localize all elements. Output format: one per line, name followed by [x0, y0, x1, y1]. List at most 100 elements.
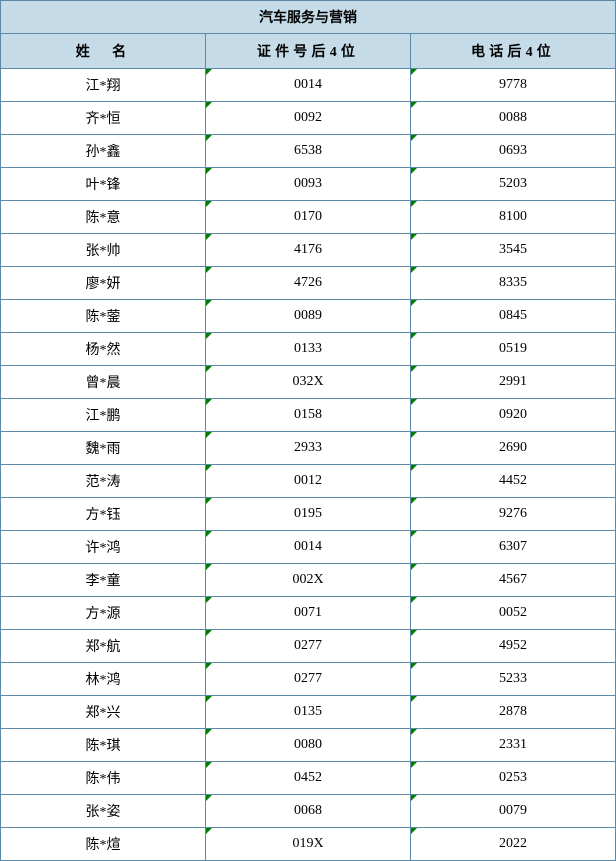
cell-phone: 2690 — [411, 432, 616, 465]
cell-id: 0068 — [206, 795, 411, 828]
cell-name: 郑*航 — [1, 630, 206, 663]
cell-phone: 3545 — [411, 234, 616, 267]
cell-name: 曾*晨 — [1, 366, 206, 399]
table-row: 林*鸿02775233 — [1, 663, 616, 696]
table-row: 陈*蓥00890845 — [1, 300, 616, 333]
cell-phone: 6307 — [411, 531, 616, 564]
table-body: 江*翔00149778齐*恒00920088孙*鑫65380693叶*锋0093… — [1, 69, 616, 861]
cell-name: 郑*兴 — [1, 696, 206, 729]
table-row: 江*鹏01580920 — [1, 399, 616, 432]
cell-name: 陈*蓥 — [1, 300, 206, 333]
cell-id: 0277 — [206, 630, 411, 663]
title-row: 汽车服务与营销 — [1, 1, 616, 34]
cell-phone: 5203 — [411, 168, 616, 201]
cell-name: 许*鸿 — [1, 531, 206, 564]
cell-id: 0158 — [206, 399, 411, 432]
cell-phone: 0693 — [411, 135, 616, 168]
cell-phone: 0079 — [411, 795, 616, 828]
cell-phone: 2991 — [411, 366, 616, 399]
cell-name: 李*童 — [1, 564, 206, 597]
cell-id: 032X — [206, 366, 411, 399]
cell-phone: 2878 — [411, 696, 616, 729]
cell-phone: 0253 — [411, 762, 616, 795]
data-table: 汽车服务与营销 姓 名 证件号后4位 电话后4位 江*翔00149778齐*恒0… — [0, 0, 616, 861]
cell-id: 2933 — [206, 432, 411, 465]
cell-phone: 0052 — [411, 597, 616, 630]
cell-phone: 9276 — [411, 498, 616, 531]
cell-phone: 8100 — [411, 201, 616, 234]
cell-name: 叶*锋 — [1, 168, 206, 201]
table-row: 曾*晨032X2991 — [1, 366, 616, 399]
cell-id: 0452 — [206, 762, 411, 795]
cell-name: 杨*然 — [1, 333, 206, 366]
table-row: 魏*雨29332690 — [1, 432, 616, 465]
table-row: 郑*兴01352878 — [1, 696, 616, 729]
cell-name: 孙*鑫 — [1, 135, 206, 168]
cell-name: 陈*煊 — [1, 828, 206, 861]
cell-id: 0092 — [206, 102, 411, 135]
header-row: 姓 名 证件号后4位 电话后4位 — [1, 34, 616, 69]
cell-name: 陈*伟 — [1, 762, 206, 795]
cell-phone: 2331 — [411, 729, 616, 762]
cell-name: 陈*意 — [1, 201, 206, 234]
cell-name: 范*涛 — [1, 465, 206, 498]
cell-id: 0195 — [206, 498, 411, 531]
col-name: 姓 名 — [1, 34, 206, 69]
table-row: 廖*妍47268335 — [1, 267, 616, 300]
table-row: 陈*煊019X2022 — [1, 828, 616, 861]
cell-id: 0014 — [206, 531, 411, 564]
table-title: 汽车服务与营销 — [1, 1, 616, 34]
cell-name: 江*鹏 — [1, 399, 206, 432]
cell-id: 6538 — [206, 135, 411, 168]
cell-name: 张*帅 — [1, 234, 206, 267]
table-row: 方*钰01959276 — [1, 498, 616, 531]
cell-name: 陈*琪 — [1, 729, 206, 762]
table-row: 范*涛00124452 — [1, 465, 616, 498]
table-row: 李*童002X4567 — [1, 564, 616, 597]
table-container: 汽车服务与营销 姓 名 证件号后4位 电话后4位 江*翔00149778齐*恒0… — [0, 0, 616, 861]
table-row: 江*翔00149778 — [1, 69, 616, 102]
cell-phone: 0920 — [411, 399, 616, 432]
table-row: 许*鸿00146307 — [1, 531, 616, 564]
cell-id: 0133 — [206, 333, 411, 366]
table-row: 叶*锋00935203 — [1, 168, 616, 201]
cell-phone: 2022 — [411, 828, 616, 861]
table-row: 陈*伟04520253 — [1, 762, 616, 795]
cell-id: 0012 — [206, 465, 411, 498]
cell-id: 019X — [206, 828, 411, 861]
table-row: 陈*琪00802331 — [1, 729, 616, 762]
cell-id: 4176 — [206, 234, 411, 267]
cell-phone: 5233 — [411, 663, 616, 696]
table-row: 杨*然01330519 — [1, 333, 616, 366]
cell-phone: 0088 — [411, 102, 616, 135]
cell-id: 0080 — [206, 729, 411, 762]
cell-name: 方*源 — [1, 597, 206, 630]
table-row: 张*帅41763545 — [1, 234, 616, 267]
cell-name: 方*钰 — [1, 498, 206, 531]
cell-phone: 4567 — [411, 564, 616, 597]
cell-phone: 0845 — [411, 300, 616, 333]
cell-name: 林*鸿 — [1, 663, 206, 696]
table-row: 齐*恒00920088 — [1, 102, 616, 135]
cell-phone: 9778 — [411, 69, 616, 102]
table-row: 张*姿00680079 — [1, 795, 616, 828]
cell-id: 0089 — [206, 300, 411, 333]
table-row: 方*源00710052 — [1, 597, 616, 630]
cell-phone: 4952 — [411, 630, 616, 663]
cell-phone: 8335 — [411, 267, 616, 300]
cell-id: 002X — [206, 564, 411, 597]
cell-id: 0170 — [206, 201, 411, 234]
cell-id: 0071 — [206, 597, 411, 630]
table-row: 孙*鑫65380693 — [1, 135, 616, 168]
cell-id: 0277 — [206, 663, 411, 696]
col-phone: 电话后4位 — [411, 34, 616, 69]
cell-name: 江*翔 — [1, 69, 206, 102]
cell-id: 4726 — [206, 267, 411, 300]
cell-name: 廖*妍 — [1, 267, 206, 300]
table-row: 郑*航02774952 — [1, 630, 616, 663]
cell-name: 齐*恒 — [1, 102, 206, 135]
cell-id: 0093 — [206, 168, 411, 201]
cell-id: 0014 — [206, 69, 411, 102]
cell-id: 0135 — [206, 696, 411, 729]
cell-name: 魏*雨 — [1, 432, 206, 465]
